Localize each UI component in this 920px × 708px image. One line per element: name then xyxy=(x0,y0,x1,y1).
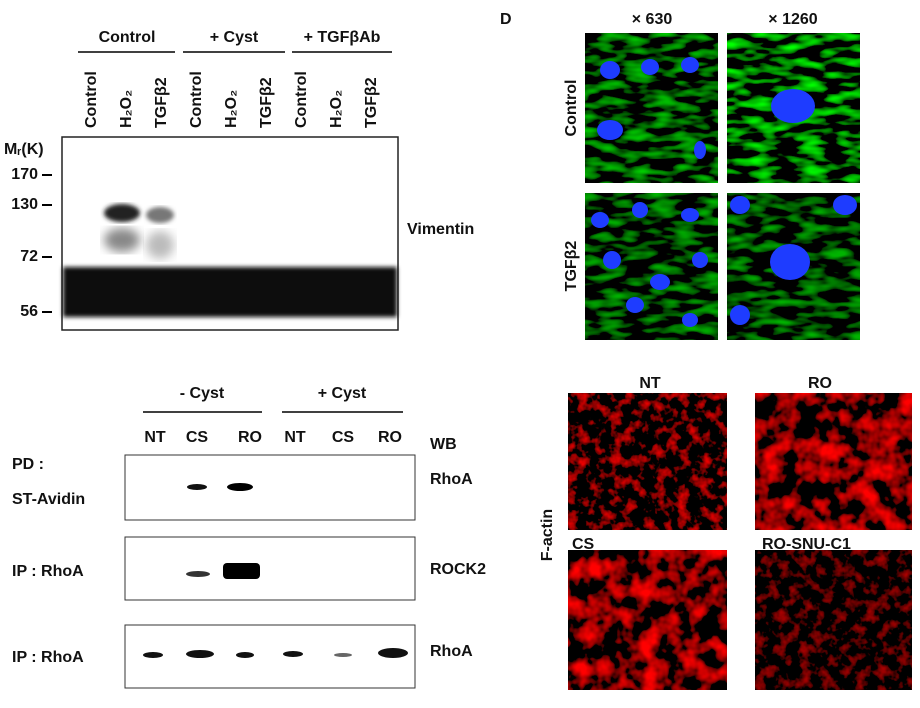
lane-label: CS xyxy=(332,429,355,446)
group-label: + Cyst xyxy=(210,29,259,46)
row-label: IP : RhoA xyxy=(12,649,84,666)
lane-label: Control xyxy=(293,71,310,128)
lane-label: H₂O₂ xyxy=(328,90,345,128)
group-label: + TGFβAb xyxy=(304,29,381,46)
image-label: NT xyxy=(639,375,661,392)
band-label: Vimentin xyxy=(407,221,474,238)
band xyxy=(146,231,174,259)
band-label: RhoA xyxy=(430,471,473,488)
band xyxy=(104,228,140,252)
lane-label: TGFβ2 xyxy=(363,77,380,128)
band-label: RhoA xyxy=(430,643,473,660)
row-label: TGFβ2 xyxy=(563,241,580,292)
band xyxy=(63,267,397,317)
marker-label: 72 xyxy=(20,248,38,265)
row-label: IP : RhoA xyxy=(12,563,84,580)
group-label: - Cyst xyxy=(180,385,225,402)
magnification: × 1260 xyxy=(768,11,817,28)
row-label: ST-Avidin xyxy=(12,491,85,508)
wb-label: WB xyxy=(430,436,457,453)
lane-label: Control xyxy=(188,71,205,128)
micrographs xyxy=(585,33,860,340)
lane-label: CS xyxy=(186,429,209,446)
band-label: ROCK2 xyxy=(430,561,486,578)
lane-label: H₂O₂ xyxy=(118,90,135,128)
image-label: CS xyxy=(572,536,595,553)
magnification: × 630 xyxy=(632,11,673,28)
row-label: PD : xyxy=(12,456,44,473)
lane-label: TGFβ2 xyxy=(153,77,170,128)
lane-label: Control xyxy=(83,71,100,128)
lane-label: NT xyxy=(284,429,306,446)
panel-letter: D xyxy=(500,11,512,28)
marker-label: 56 xyxy=(20,303,38,320)
row-label: Control xyxy=(563,80,580,137)
layout xyxy=(42,33,912,690)
lane-label: RO xyxy=(238,429,262,446)
mw-label: Mᵣ(K) xyxy=(4,141,44,158)
lane-label: TGFβ2 xyxy=(258,77,275,128)
lane-label: NT xyxy=(144,429,166,446)
band xyxy=(104,204,140,222)
group-label: + Cyst xyxy=(318,385,367,402)
lane-label: H₂O₂ xyxy=(223,90,240,128)
stain-label: F-actin xyxy=(539,509,556,561)
marker-label: 130 xyxy=(11,196,38,213)
image-label: RO xyxy=(808,375,832,392)
band xyxy=(146,207,174,223)
image-label: RO-SNU-C1 xyxy=(762,536,851,553)
lane-label: RO xyxy=(378,429,402,446)
group-label: Control xyxy=(99,29,156,46)
marker-label: 170 xyxy=(11,166,38,183)
